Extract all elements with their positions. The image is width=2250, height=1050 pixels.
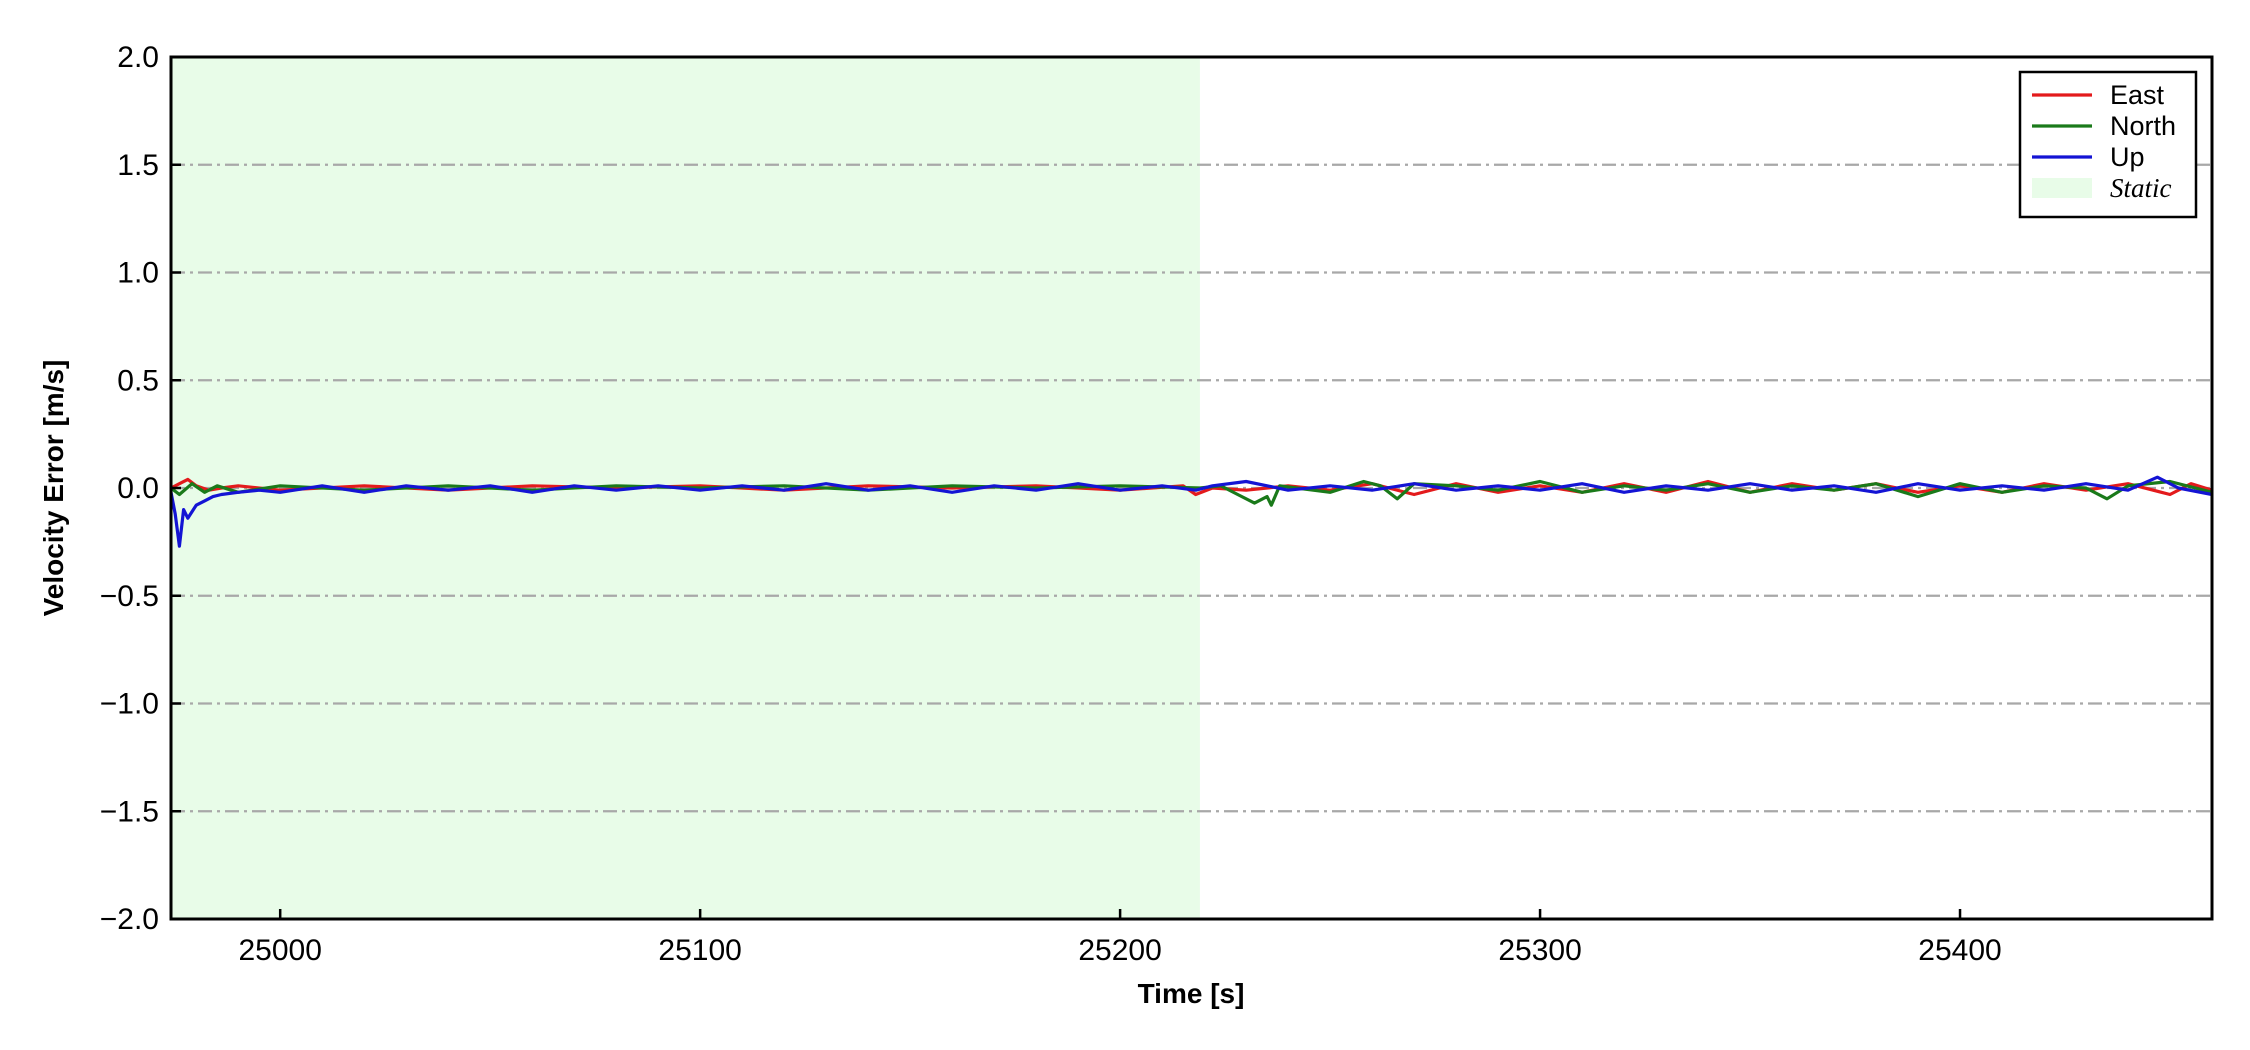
legend-label-east: East xyxy=(2110,80,2165,110)
y-tick-label: 2.0 xyxy=(117,41,159,74)
series-line-up xyxy=(171,475,2212,548)
y-axis-title: Velocity Error [m/s] xyxy=(38,360,69,617)
series-line-north xyxy=(171,479,2212,507)
y-tick-label: 0.0 xyxy=(117,472,159,505)
x-tick-label: 25100 xyxy=(658,934,741,967)
x-tick-label: 25400 xyxy=(1918,934,2001,967)
y-tick-label: −1.5 xyxy=(100,795,159,828)
y-tick-label: −0.5 xyxy=(100,580,159,613)
tick-layer: −2.0 −1.5 −1.0 −0.5 0.0 0.5 1.0 1.5 2.0 25000 2510… xyxy=(100,41,2002,967)
legend-label-up: Up xyxy=(2110,142,2145,172)
y-tick-label: 1.0 xyxy=(117,257,159,290)
x-tick-label: 25300 xyxy=(1498,934,1581,967)
y-tick-label: 1.5 xyxy=(117,149,159,182)
y-tick-label: −2.0 xyxy=(100,903,159,936)
legend-swatch-static xyxy=(2032,178,2092,198)
series-layer xyxy=(171,475,2212,548)
x-axis-title: Time [s] xyxy=(1138,978,1245,1009)
x-tick-label: 25200 xyxy=(1078,934,1161,967)
legend-label-north: North xyxy=(2110,111,2176,141)
y-tick-label: 0.5 xyxy=(117,364,159,397)
legend-label-static: Static xyxy=(2110,173,2172,203)
x-tick-label: 25000 xyxy=(238,934,321,967)
y-tick-label: −1.0 xyxy=(100,688,159,721)
